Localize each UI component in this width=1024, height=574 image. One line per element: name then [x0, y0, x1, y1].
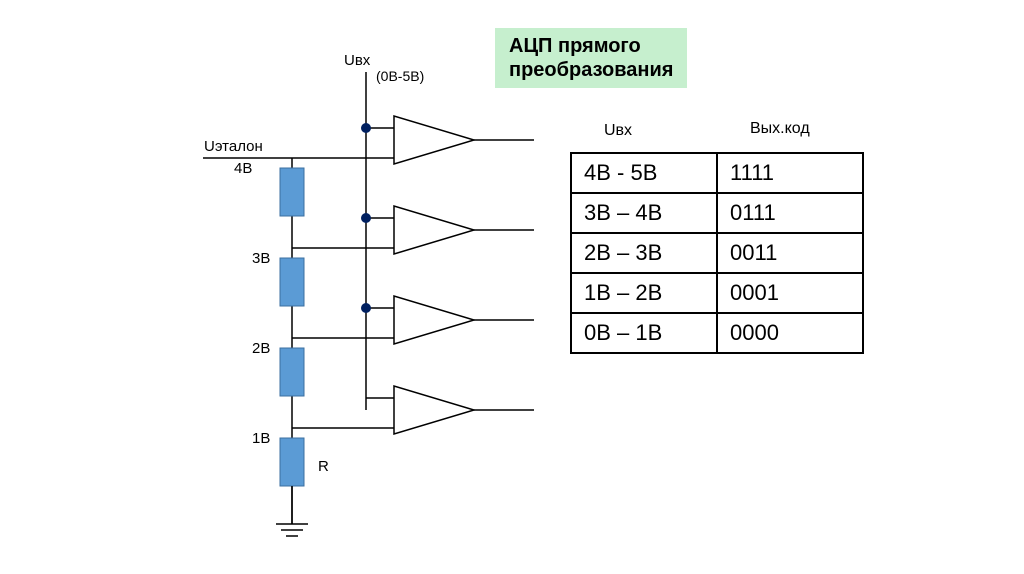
uvx-range: (0В-5В) — [376, 68, 424, 84]
node-bus-3 — [361, 303, 371, 313]
uref-label: Uэталон — [204, 138, 263, 155]
truth-table: 4В - 5В 1111 3В – 4В 0111 2В – 3В 0011 1… — [570, 152, 864, 354]
cell-code: 1111 — [717, 153, 863, 193]
cell-uvx: 2В – 3В — [571, 233, 717, 273]
node-label-3v: 3В — [252, 250, 270, 267]
node-label-4v: 4В — [234, 160, 252, 177]
table-row: 1В – 2В 0001 — [571, 273, 863, 313]
cell-uvx: 0В – 1В — [571, 313, 717, 353]
cell-code: 0011 — [717, 233, 863, 273]
node-bus-2 — [361, 213, 371, 223]
node-bus-1 — [361, 123, 371, 133]
node-label-r: R — [318, 458, 329, 475]
node-label-1v: 1В — [252, 430, 270, 447]
cell-code: 0000 — [717, 313, 863, 353]
resistor-2 — [280, 258, 304, 306]
circuit-diagram — [0, 0, 560, 574]
comparator-3 — [394, 296, 474, 344]
cell-uvx: 1В – 2В — [571, 273, 717, 313]
table-row: 2В – 3В 0011 — [571, 233, 863, 273]
cell-code: 0001 — [717, 273, 863, 313]
comparator-2 — [394, 206, 474, 254]
cell-code: 0111 — [717, 193, 863, 233]
table-header-right: Вых.код — [750, 120, 810, 138]
resistor-1 — [280, 168, 304, 216]
node-label-2v: 2В — [252, 340, 270, 357]
cell-uvx: 4В - 5В — [571, 153, 717, 193]
table-header-left: Uвх — [604, 122, 632, 140]
resistor-4 — [280, 438, 304, 486]
comparator-1 — [394, 116, 474, 164]
uvx-label: Uвх — [344, 52, 370, 69]
table-row: 3В – 4В 0111 — [571, 193, 863, 233]
table-row: 4В - 5В 1111 — [571, 153, 863, 193]
cell-uvx: 3В – 4В — [571, 193, 717, 233]
table-row: 0В – 1В 0000 — [571, 313, 863, 353]
comparator-4 — [394, 386, 474, 434]
resistor-3 — [280, 348, 304, 396]
